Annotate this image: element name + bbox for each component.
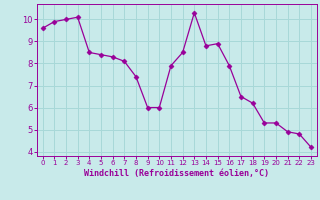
X-axis label: Windchill (Refroidissement éolien,°C): Windchill (Refroidissement éolien,°C) bbox=[84, 169, 269, 178]
